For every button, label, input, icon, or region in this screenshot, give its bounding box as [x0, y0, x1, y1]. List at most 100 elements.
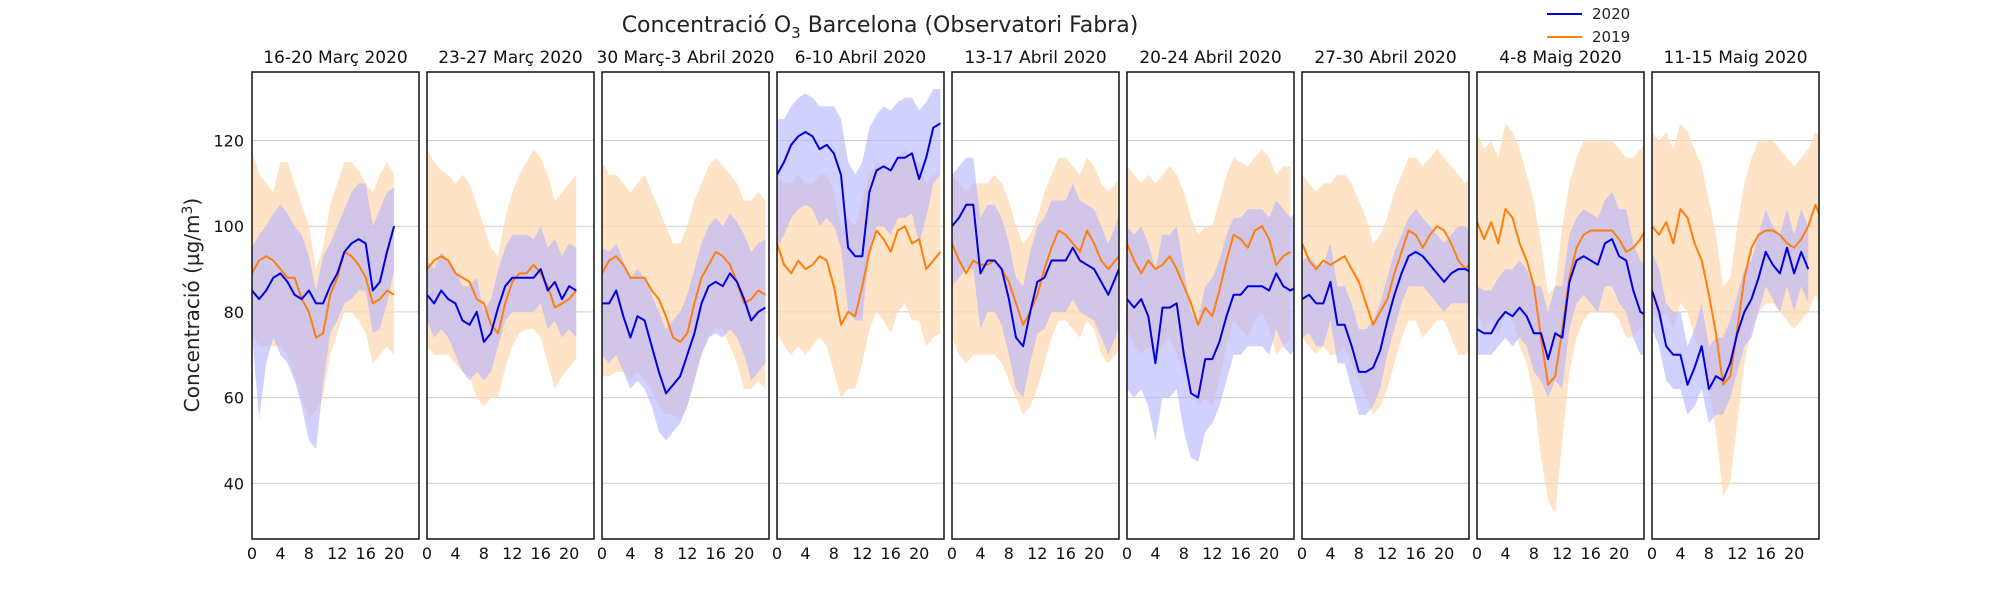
x-tick-label: 0 — [247, 544, 257, 563]
x-tick-label: 16 — [531, 544, 551, 563]
series-line-2020 — [777, 122, 941, 258]
panel-title: 4-8 Maig 2020 — [1499, 48, 1621, 68]
series-line-2019 — [1477, 208, 1644, 386]
x-tick-label: 8 — [1704, 544, 1714, 563]
series-line-2020 — [952, 203, 1119, 348]
x-tick-label: 8 — [829, 544, 839, 563]
x-tick-label: 12 — [327, 544, 347, 563]
x-tick-label: 16 — [1406, 544, 1426, 563]
panel-title: 6-10 Abril 2020 — [795, 48, 927, 68]
x-tick-label: 4 — [275, 544, 285, 563]
x-tick-label: 16 — [1756, 544, 1776, 563]
series-line-2020 — [252, 225, 396, 305]
x-tick-label: 8 — [1004, 544, 1014, 563]
band-2020 — [1477, 192, 1644, 398]
panel-plot-area — [427, 149, 577, 407]
x-tick-label: 4 — [1500, 544, 1510, 563]
panel-frame — [1126, 71, 1295, 540]
panel-frame — [251, 71, 420, 540]
x-tick-label: 12 — [1727, 544, 1747, 563]
x-tick-label: 20 — [734, 544, 754, 563]
panel-title: 16-20 Març 2020 — [263, 48, 408, 68]
x-tick-label: 20 — [1434, 544, 1454, 563]
series-line-2019 — [252, 250, 395, 339]
x-tick-label: 20 — [384, 544, 404, 563]
x-tick-label: 0 — [422, 544, 432, 563]
panel-frame — [951, 71, 1120, 540]
panel-6: 20-24 Abril 2020 0 4 8 12 16 20 — [1122, 48, 1295, 563]
band-2020 — [252, 183, 395, 449]
panel-plot-area — [1477, 123, 1644, 514]
x-tick-label: 0 — [1647, 544, 1657, 563]
panel-9: 11-15 Maig 2020 0 4 8 12 16 20 — [1647, 48, 1820, 563]
series-line-2019 — [427, 255, 577, 335]
panel-frame — [776, 71, 945, 540]
panel-title: 11-15 Maig 2020 — [1663, 48, 1807, 68]
legend: 2020 2019 — [1547, 5, 1630, 46]
panel-4: 6-10 Abril 2020 0 4 8 12 16 20 — [772, 48, 945, 563]
series-line-2020 — [1302, 250, 1469, 373]
x-tick-label: 8 — [1529, 544, 1539, 563]
x-tick-label: 0 — [772, 544, 782, 563]
panel-title: 23-27 Març 2020 — [438, 48, 583, 68]
x-tick-label: 8 — [654, 544, 664, 563]
x-tick-label: 8 — [479, 544, 489, 563]
x-tick-label: 12 — [852, 544, 872, 563]
x-tick-label: 0 — [597, 544, 607, 563]
chart-title-main: Concentració O — [622, 13, 791, 38]
chart-title-subscript: 3 — [791, 24, 801, 42]
band-2019 — [1302, 149, 1469, 415]
x-tick-label: 4 — [1150, 544, 1160, 563]
panel-title: 30 Març-3 Abril 2020 — [597, 48, 775, 68]
x-tick-label: 8 — [1179, 544, 1189, 563]
legend-label-2020: 2020 — [1592, 5, 1630, 23]
panel-title: 27-30 Abril 2020 — [1314, 48, 1456, 68]
x-tick-label: 0 — [947, 544, 957, 563]
x-tick-label: 8 — [304, 544, 314, 563]
x-tick-label: 16 — [1581, 544, 1601, 563]
x-tick-label: 20 — [1259, 544, 1279, 563]
panel-title: 13-17 Abril 2020 — [964, 48, 1106, 68]
panel-plot-area — [1302, 149, 1469, 415]
x-tick-label: 20 — [559, 544, 579, 563]
x-tick-label: 16 — [356, 544, 376, 563]
series-line-2019 — [1302, 225, 1469, 326]
panel-plot-area — [602, 157, 766, 441]
x-tick-label: 16 — [1056, 544, 1076, 563]
series-line-2019 — [1652, 203, 1819, 386]
x-tick-label: 20 — [1609, 544, 1629, 563]
x-tick-label: 4 — [625, 544, 635, 563]
panel-2: 23-27 Març 2020 0 4 8 12 16 20 — [422, 48, 595, 563]
band-2020 — [952, 157, 1119, 398]
chart-title: Concentració O3 Barcelona (Observatori F… — [622, 13, 1139, 42]
panel-frame — [601, 71, 770, 540]
y-tick-label: 60 — [224, 389, 244, 408]
panel-3: 30 Març-3 Abril 2020 0 4 8 12 16 20 — [597, 48, 775, 563]
x-tick-label: 12 — [1202, 544, 1222, 563]
series-line-2020 — [602, 272, 766, 395]
panel-plot-area — [952, 157, 1119, 415]
y-tick-label: 40 — [224, 474, 244, 493]
x-tick-label: 4 — [1675, 544, 1685, 563]
panel-plot-area — [1652, 123, 1819, 497]
x-tick-label: 16 — [706, 544, 726, 563]
x-tick-label: 8 — [1354, 544, 1364, 563]
series-line-2019 — [777, 225, 942, 326]
panel-plot-area — [252, 149, 396, 449]
x-tick-label: 0 — [1297, 544, 1307, 563]
band-2020 — [427, 226, 577, 381]
legend-label-2019: 2019 — [1592, 28, 1630, 46]
x-tick-label: 4 — [800, 544, 810, 563]
panel-5: 13-17 Abril 2020 0 4 8 12 16 20 — [947, 48, 1120, 563]
y-axis-label-close: ) — [180, 198, 204, 206]
band-2020 — [1652, 209, 1809, 424]
x-tick-label: 12 — [1377, 544, 1397, 563]
y-axis-label: Concentració (µg/m3) — [180, 198, 204, 413]
panel-frame — [1301, 71, 1470, 540]
x-tick-label: 12 — [1552, 544, 1572, 563]
x-tick-label: 20 — [909, 544, 929, 563]
x-tick-label: 0 — [1122, 544, 1132, 563]
